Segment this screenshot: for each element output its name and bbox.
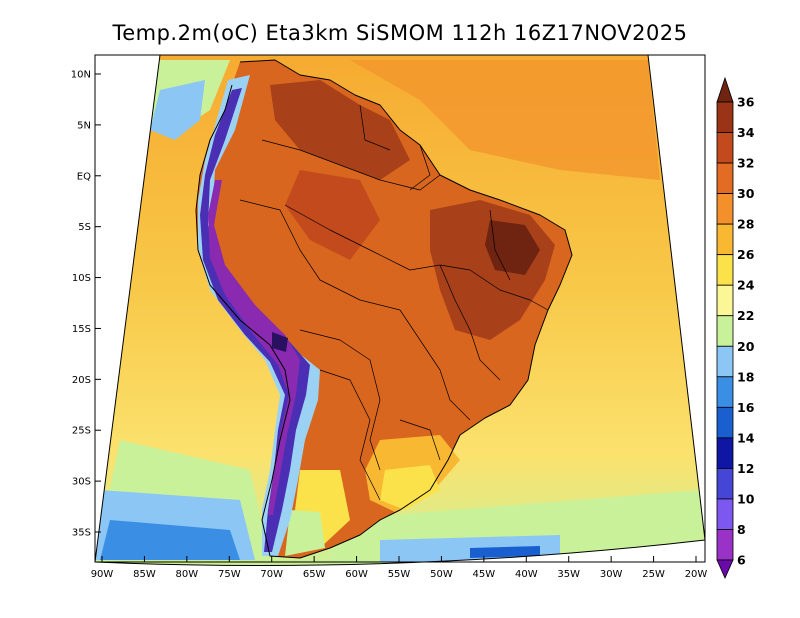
- lat-tick-label: 15S: [72, 324, 91, 335]
- lon-tick-label: 60W: [345, 569, 368, 580]
- colorbar-level-label: 6: [737, 553, 746, 568]
- colorbar-level-label: 36: [737, 95, 755, 110]
- lat-tick-label: 35S: [72, 528, 91, 539]
- lat-tick-label: 5N: [77, 120, 91, 131]
- colorbar-level-label: 22: [737, 308, 754, 323]
- lat-tick-label: EQ: [77, 171, 91, 182]
- lat-tick-label: 25S: [72, 426, 91, 437]
- atlantic-coldest-spot: [470, 546, 540, 558]
- colorbar-level-label: 32: [737, 156, 754, 171]
- land-mild-south: [380, 465, 440, 510]
- colorbar-bin: [716, 254, 734, 286]
- colorbar-level-label: 24: [737, 278, 755, 293]
- colorbar-level-label: 18: [737, 369, 754, 384]
- land-cool-patagonia: [285, 510, 325, 556]
- colorbar-bin: [716, 406, 734, 439]
- colorbar-level-label: 12: [737, 461, 754, 476]
- lon-tick-label: 30W: [600, 569, 623, 580]
- pacific-cold-north: [150, 80, 205, 140]
- lon-tick-label: 40W: [515, 569, 538, 580]
- colorbar-bin: [716, 498, 734, 530]
- colorbar-level-label: 28: [737, 217, 754, 232]
- colorbar-level-label: 16: [737, 400, 755, 415]
- colorbar-bin: [716, 101, 734, 133]
- latitude-axis: 10N 5N EQ 5S 10S 15S 20S 25S 30S 35S: [71, 70, 101, 539]
- colorbar-level-label: 20: [737, 339, 755, 354]
- colorbar-level-label: 30: [737, 186, 755, 201]
- colorbar-level-label: 14: [737, 430, 755, 445]
- titicaca-cold-spot: [272, 332, 288, 352]
- lat-tick-label: 5S: [78, 222, 91, 233]
- colorbar-level-label: 34: [737, 125, 755, 140]
- lon-tick-label: 65W: [303, 569, 326, 580]
- lon-tick-label: 75W: [218, 569, 241, 580]
- colorbar-bin: [716, 437, 734, 469]
- land-hot-amazon: [285, 170, 380, 260]
- colorbar-level-label: 10: [737, 491, 755, 506]
- lon-tick-label: 70W: [260, 569, 283, 580]
- colorbar-bottom-triangle: [716, 559, 734, 579]
- land-very-hot-north: [270, 80, 410, 180]
- pacific-colder-south: [100, 520, 240, 560]
- lat-tick-label: 10N: [71, 70, 91, 81]
- lat-tick-label: 30S: [72, 477, 91, 488]
- colorbar: 6 8 10 12 14 16 18 20 22 24 26 28 30 32 34 36: [716, 76, 755, 579]
- colorbar-top-triangle: [716, 76, 734, 103]
- lon-tick-label: 90W: [91, 569, 114, 580]
- lon-tick-label: 85W: [133, 569, 156, 580]
- lon-tick-label: 55W: [388, 569, 411, 580]
- axis-frame: [94, 54, 706, 563]
- lon-tick-label: 20W: [685, 569, 708, 580]
- longitude-axis: 90W 85W 80W 75W 70W 65W 60W 55W 50W 45W 40W 35W 30W 2…: [91, 556, 708, 580]
- lon-tick-label: 45W: [473, 569, 496, 580]
- political-borders: [239, 104, 549, 501]
- map-title: Temp.2m(oC) Eta3km SiSMOM 112h 16Z17NOV2…: [111, 21, 687, 45]
- map-domain: [95, 55, 705, 566]
- colorbar-bin: [716, 467, 734, 500]
- colorbar-bin: [716, 345, 734, 378]
- lon-tick-label: 50W: [430, 569, 453, 580]
- colorbar-bin: [716, 132, 734, 164]
- ocean-warm-band: [350, 60, 660, 180]
- colorbar-level-label: 26: [737, 247, 755, 262]
- lat-tick-label: 20S: [72, 375, 91, 386]
- lon-tick-label: 80W: [176, 569, 199, 580]
- colorbar-bin: [716, 284, 734, 317]
- colorbar-bin: [716, 193, 734, 225]
- colorbar-bin: [716, 162, 734, 194]
- colorbar-bin: [716, 529, 734, 561]
- colorbar-bin: [716, 315, 734, 347]
- lon-tick-label: 25W: [642, 569, 665, 580]
- colorbar-bin: [716, 223, 734, 256]
- lat-tick-label: 10S: [72, 273, 91, 284]
- colorbar-level-label: 8: [737, 522, 746, 537]
- lon-tick-label: 35W: [557, 569, 580, 580]
- land-extreme-hot-core: [485, 220, 540, 275]
- colorbar-bin: [716, 376, 734, 408]
